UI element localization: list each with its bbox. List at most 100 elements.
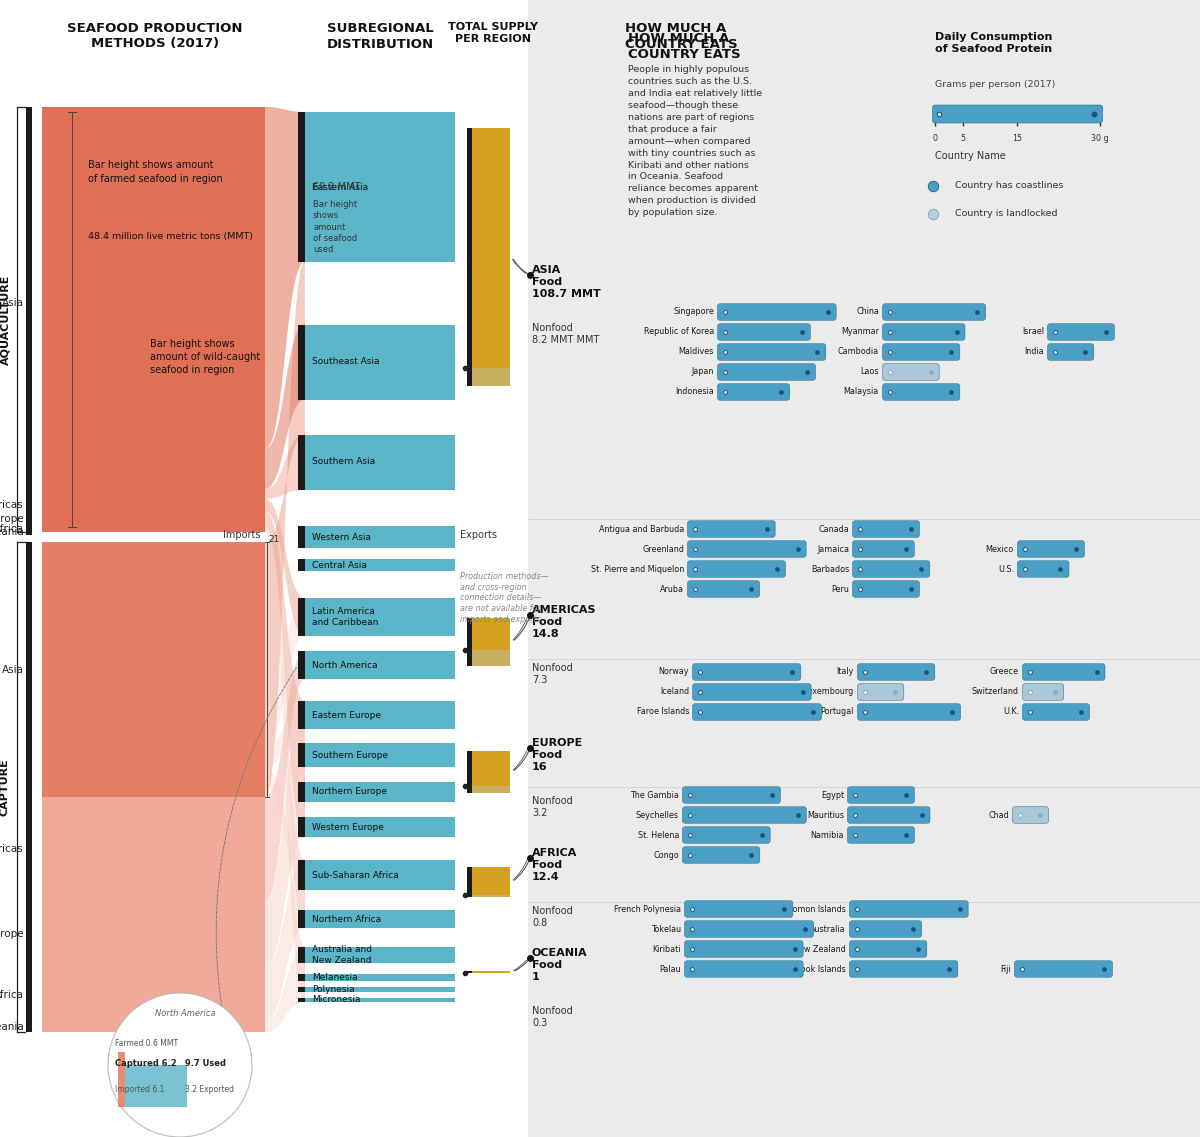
Text: Oceania: Oceania xyxy=(0,1022,24,1032)
Text: Cook Islands: Cook Islands xyxy=(796,964,846,973)
Bar xyxy=(298,526,305,548)
Bar xyxy=(472,868,510,895)
FancyBboxPatch shape xyxy=(847,827,914,844)
FancyBboxPatch shape xyxy=(684,921,814,937)
Text: Tokelau: Tokelau xyxy=(650,924,682,933)
Text: Captured 6.2: Captured 6.2 xyxy=(115,1059,176,1068)
Text: Norway: Norway xyxy=(659,667,689,677)
Polygon shape xyxy=(265,860,305,1022)
Text: Northern Africa: Northern Africa xyxy=(312,914,382,923)
Bar xyxy=(467,971,472,973)
Text: Latin America
and Caribbean: Latin America and Caribbean xyxy=(312,607,378,626)
Text: New Zealand: New Zealand xyxy=(793,945,846,954)
Text: Daily Consumption
of Seafood Protein: Daily Consumption of Seafood Protein xyxy=(935,32,1052,55)
Polygon shape xyxy=(265,702,305,767)
FancyBboxPatch shape xyxy=(932,105,1103,123)
Text: Grams per person (2017): Grams per person (2017) xyxy=(935,80,1055,89)
Text: Asia: Asia xyxy=(2,298,24,308)
Bar xyxy=(467,868,472,896)
FancyBboxPatch shape xyxy=(692,683,811,700)
Text: 48.4 million live metric tons (MMT): 48.4 million live metric tons (MMT) xyxy=(88,232,253,241)
Bar xyxy=(305,910,455,928)
FancyBboxPatch shape xyxy=(847,807,930,823)
Bar xyxy=(472,971,510,973)
FancyBboxPatch shape xyxy=(882,343,960,360)
Bar xyxy=(26,499,32,511)
Polygon shape xyxy=(265,531,305,1002)
FancyBboxPatch shape xyxy=(718,364,816,380)
FancyBboxPatch shape xyxy=(882,304,985,321)
Polygon shape xyxy=(265,528,305,928)
FancyBboxPatch shape xyxy=(882,364,940,380)
Text: HOW MUCH A
COUNTRY EATS: HOW MUCH A COUNTRY EATS xyxy=(625,22,738,50)
Text: Congo: Congo xyxy=(653,850,679,860)
Bar xyxy=(305,998,455,1002)
Text: Nonfood
7.3: Nonfood 7.3 xyxy=(532,663,572,686)
FancyBboxPatch shape xyxy=(688,581,760,597)
FancyBboxPatch shape xyxy=(852,541,914,557)
Text: Farmed 0.6 MMT: Farmed 0.6 MMT xyxy=(115,1038,178,1047)
Text: Europe: Europe xyxy=(0,514,24,524)
Text: Solomon Islands: Solomon Islands xyxy=(780,905,846,913)
Text: Nonfood
0.3: Nonfood 0.3 xyxy=(532,1006,572,1028)
Text: Malaysia: Malaysia xyxy=(844,388,878,397)
Text: SUBREGIONAL
DISTRIBUTION: SUBREGIONAL DISTRIBUTION xyxy=(326,22,433,50)
Text: Polynesia: Polynesia xyxy=(312,985,355,994)
Bar xyxy=(472,367,510,385)
Text: North America: North America xyxy=(155,1009,215,1018)
Bar xyxy=(298,860,305,890)
FancyBboxPatch shape xyxy=(688,561,786,578)
Text: 21: 21 xyxy=(268,534,280,543)
Bar xyxy=(472,750,510,786)
Text: ASIA
Food
108.7 MMT: ASIA Food 108.7 MMT xyxy=(532,265,601,299)
Text: India: India xyxy=(1025,348,1044,357)
Text: Eastern Europe: Eastern Europe xyxy=(312,711,380,720)
FancyBboxPatch shape xyxy=(683,787,780,803)
Text: Western Asia: Western Asia xyxy=(312,532,371,541)
Text: Melanesia: Melanesia xyxy=(312,972,358,981)
Text: Portugal: Portugal xyxy=(821,707,854,716)
Bar xyxy=(298,782,305,802)
Bar xyxy=(26,542,32,797)
Bar xyxy=(298,434,305,490)
Bar xyxy=(467,750,472,794)
Text: Nonfood
0.8: Nonfood 0.8 xyxy=(532,906,572,928)
Bar xyxy=(472,786,510,794)
FancyBboxPatch shape xyxy=(718,343,826,360)
Text: Switzerland: Switzerland xyxy=(972,688,1019,697)
Text: TOTAL SUPPLY
PER REGION: TOTAL SUPPLY PER REGION xyxy=(448,22,538,44)
Text: Chad: Chad xyxy=(989,811,1009,820)
Polygon shape xyxy=(265,262,305,797)
Text: Southeast Asia: Southeast Asia xyxy=(312,357,379,366)
Bar xyxy=(26,511,32,528)
FancyBboxPatch shape xyxy=(1048,324,1115,340)
Bar xyxy=(26,797,32,901)
Bar xyxy=(305,324,455,399)
Text: Iceland: Iceland xyxy=(660,688,689,697)
Bar xyxy=(305,818,455,837)
Bar xyxy=(305,987,455,991)
Polygon shape xyxy=(265,598,305,747)
Text: Central Asia: Central Asia xyxy=(312,561,367,570)
Text: Myanmar: Myanmar xyxy=(841,327,878,337)
Text: AMERICAS
Food
14.8: AMERICAS Food 14.8 xyxy=(532,605,596,639)
Text: Indonesia: Indonesia xyxy=(676,388,714,397)
Text: Jamaica: Jamaica xyxy=(817,545,850,554)
Text: 9.7 Used: 9.7 Used xyxy=(185,1059,226,1068)
Polygon shape xyxy=(265,947,305,1032)
Text: Country has coastlines: Country has coastlines xyxy=(955,182,1063,191)
FancyBboxPatch shape xyxy=(718,384,790,400)
FancyBboxPatch shape xyxy=(688,541,806,557)
FancyBboxPatch shape xyxy=(1018,561,1069,578)
Bar xyxy=(42,542,265,1032)
FancyBboxPatch shape xyxy=(858,704,961,720)
Text: Kiribati: Kiribati xyxy=(653,945,682,954)
FancyBboxPatch shape xyxy=(688,521,775,538)
Text: Fiji: Fiji xyxy=(1001,964,1010,973)
FancyBboxPatch shape xyxy=(850,940,926,957)
Text: Africa: Africa xyxy=(0,524,24,534)
Text: Italy: Italy xyxy=(836,667,854,677)
Bar xyxy=(298,559,305,571)
Bar xyxy=(42,107,265,532)
Text: Palau: Palau xyxy=(659,964,682,973)
